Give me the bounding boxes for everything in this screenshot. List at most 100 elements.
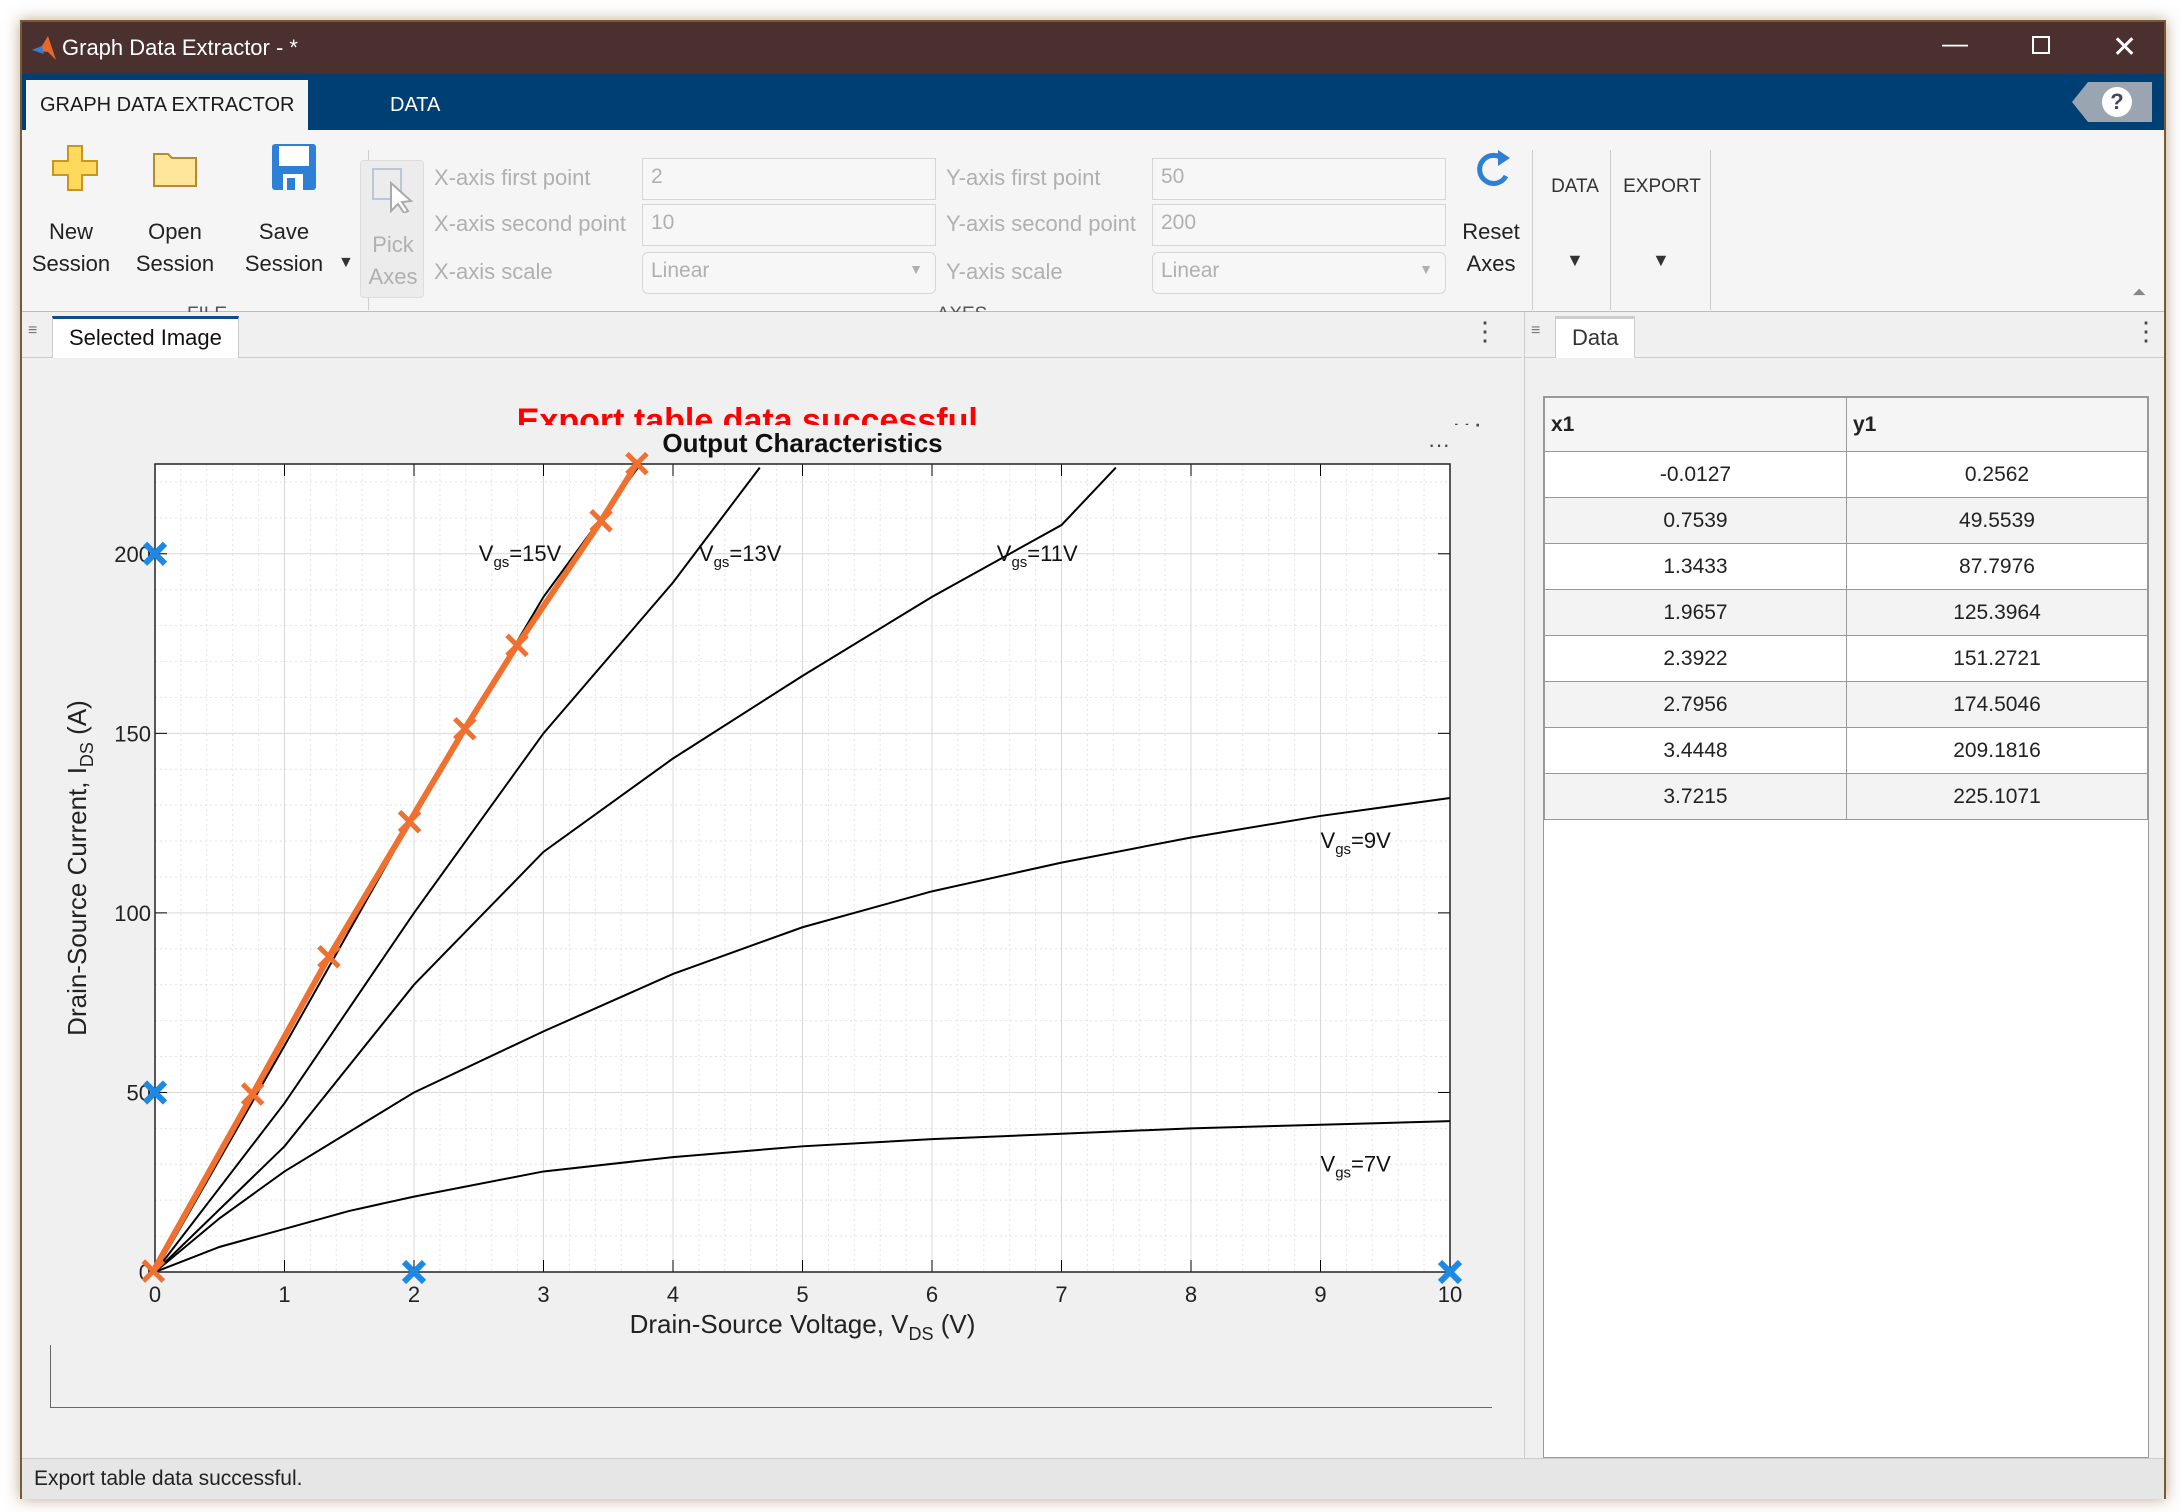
- table-cell[interactable]: 3.7215: [1544, 773, 1847, 820]
- x-tick-label: 8: [1185, 1282, 1197, 1307]
- curve-label: Vgs=11V: [997, 541, 1078, 571]
- extracted-point: [397, 809, 422, 834]
- curve-label: Vgs=7V: [1321, 1151, 1392, 1181]
- maximize-button[interactable]: [2032, 36, 2050, 54]
- extracted-point-stroke: [453, 716, 477, 741]
- calibration-point-stroke: [401, 1259, 427, 1285]
- x-scale-dropdown[interactable]: Linear ▼: [642, 252, 936, 294]
- table-cell[interactable]: 174.5046: [1846, 681, 2148, 728]
- series-line: [154, 1120, 1451, 1273]
- extracted-point: [505, 633, 529, 658]
- extracted-point-stroke: [240, 1082, 265, 1106]
- x-tick-label: 2: [408, 1282, 420, 1307]
- y-axis-label: Drain-Source Current, IDS (A): [62, 700, 97, 1036]
- drag-handle-icon[interactable]: ≡: [1531, 322, 1541, 339]
- divider: [1710, 150, 1711, 310]
- data-menu-button[interactable]: DATA ▼: [1542, 160, 1608, 300]
- x-first-label: X-axis first point: [434, 165, 591, 190]
- data-table: x1 y1 -0.0127 0.2562 0.7539 49.5539 1.3433 87.…: [1544, 397, 2148, 820]
- y-scale-dropdown[interactable]: Linear ▼: [1152, 252, 1446, 294]
- table-row[interactable]: 3.7215 225.1071: [1544, 773, 2148, 820]
- save-label: Save Session: [244, 219, 324, 276]
- export-menu-label: EXPORT: [1623, 176, 1701, 197]
- minimize-button[interactable]: —: [1942, 28, 1968, 58]
- ribbon-tab-bar: GRAPH DATA EXTRACTOR DATA ?: [22, 74, 2164, 130]
- x-tick-label: 3: [537, 1282, 549, 1307]
- extracted-point: [141, 1259, 166, 1283]
- table-cell[interactable]: 0.2562: [1846, 451, 2148, 498]
- data-panel: ≡ Data ⋮ x1 y1 -0.0127 0.2562 0.7539 49.5539…: [1524, 312, 2164, 1478]
- calibration-point-stroke: [142, 541, 168, 566]
- column-header-y1[interactable]: y1: [1846, 397, 2148, 452]
- table-row[interactable]: 1.3433 87.7976: [1544, 543, 2148, 590]
- pick-axes-label: Pick Axes: [368, 232, 418, 289]
- extracted-point-stroke: [505, 633, 529, 658]
- help-button[interactable]: ?: [2072, 82, 2152, 122]
- new-session-button[interactable]: New Session: [26, 140, 116, 300]
- title-bar: Graph Data Extractor - * — ✕: [22, 22, 2164, 74]
- panel-menu-icon[interactable]: ⋮: [2133, 316, 2160, 346]
- table-cell[interactable]: 225.1071: [1846, 773, 2148, 820]
- chevron-down-icon: ▼: [1566, 250, 1584, 270]
- pick-axes-button[interactable]: Pick Axes: [360, 160, 424, 298]
- panel-menu-icon[interactable]: ⋮: [1472, 316, 1499, 346]
- table-row[interactable]: -0.0127 0.2562: [1544, 451, 2148, 498]
- data-menu-label: DATA: [1551, 176, 1599, 197]
- calibration-point: [142, 1080, 168, 1105]
- tab-data-panel[interactable]: Data: [1555, 316, 1636, 358]
- extracted-point: [453, 716, 477, 741]
- x-axis-label: Drain-Source Voltage, VDS (V): [630, 1309, 976, 1344]
- table-cell[interactable]: -0.0127: [1544, 451, 1847, 498]
- extracted-point: [240, 1082, 265, 1106]
- divider: [1610, 150, 1611, 310]
- extracted-point: [317, 944, 341, 969]
- extracted-point: [589, 509, 613, 533]
- table-cell[interactable]: 1.3433: [1544, 543, 1847, 590]
- refresh-icon: [1477, 150, 1510, 186]
- y-first-point-input[interactable]: 50: [1152, 158, 1446, 200]
- table-row[interactable]: 1.9657 125.3964: [1544, 589, 2148, 636]
- calibration-point: [401, 1259, 427, 1285]
- table-cell[interactable]: 87.7976: [1846, 543, 2148, 590]
- curve-label: Vgs=13V: [699, 541, 782, 571]
- table-cell[interactable]: 151.2721: [1846, 635, 2148, 682]
- column-header-x1[interactable]: x1: [1544, 397, 1847, 452]
- extracted-point-stroke: [397, 809, 422, 834]
- drag-handle-icon[interactable]: ≡: [28, 322, 38, 339]
- table-row[interactable]: 2.3922 151.2721: [1544, 635, 2148, 682]
- extracted-point-stroke: [625, 451, 649, 476]
- axes-box: [154, 463, 1451, 1273]
- extracted-point: [625, 451, 649, 476]
- x-second-point-input[interactable]: 10: [642, 204, 936, 246]
- x-first-point-input[interactable]: 2: [642, 158, 936, 200]
- open-session-button[interactable]: Open Session: [130, 140, 220, 300]
- y-tick-label: 150: [114, 721, 151, 746]
- y-second-point-input[interactable]: 200: [1152, 204, 1446, 246]
- table-cell[interactable]: 0.7539: [1544, 497, 1847, 544]
- extracted-line: [150, 462, 640, 1273]
- table-cell[interactable]: 2.7956: [1544, 681, 1847, 728]
- x-second-label: X-axis second point: [434, 211, 626, 236]
- save-session-button[interactable]: Save Session ▼: [234, 140, 354, 300]
- x-tick-label: 4: [667, 1282, 679, 1307]
- table-cell[interactable]: 2.3922: [1544, 635, 1847, 682]
- tab-selected-image[interactable]: Selected Image: [52, 316, 239, 358]
- data-table-container: x1 y1 -0.0127 0.2562 0.7539 49.5539 1.3433 87.…: [1543, 396, 2149, 1458]
- matlab-logo-icon: [32, 36, 56, 60]
- curve-label: Vgs=9V: [1321, 828, 1392, 858]
- table-cell[interactable]: 3.4448: [1544, 727, 1847, 774]
- table-row[interactable]: 2.7956 174.5046: [1544, 681, 2148, 728]
- tab-data[interactable]: DATA: [390, 94, 441, 116]
- export-menu-button[interactable]: EXPORT ▼: [1618, 160, 1706, 300]
- reset-axes-button[interactable]: Reset Axes: [1452, 140, 1530, 300]
- table-cell[interactable]: 125.3964: [1846, 589, 2148, 636]
- curve-label: Vgs=15V: [479, 541, 562, 571]
- x-tick-label: 6: [926, 1282, 938, 1307]
- tab-graph-data-extractor[interactable]: GRAPH DATA EXTRACTOR: [26, 80, 309, 130]
- table-row[interactable]: 3.4448 209.1816: [1544, 727, 2148, 774]
- collapse-ribbon-icon[interactable]: ⏶: [2132, 282, 2147, 302]
- help-icon: ?: [2102, 87, 2132, 117]
- close-button[interactable]: ✕: [2112, 31, 2138, 64]
